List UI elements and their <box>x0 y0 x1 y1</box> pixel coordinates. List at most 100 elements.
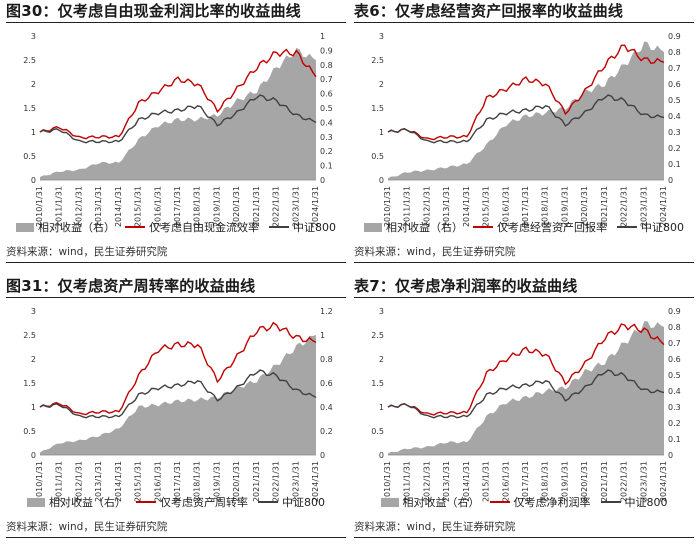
legend-label-index: 中证800 <box>624 496 668 509</box>
legend-index-swatch <box>617 226 637 228</box>
x-axis-tick-label: 2019/1/31 <box>212 461 221 502</box>
line-series-strategy <box>387 323 665 416</box>
line-series-strategy <box>39 48 317 140</box>
x-axis-tick-label: 2014/1/31 <box>114 186 123 227</box>
x-axis-tick-label: 2019/1/31 <box>560 186 569 227</box>
x-axis-tick-label: 2015/1/31 <box>482 461 491 502</box>
right-axis-tick-label: 0.1 <box>668 160 681 169</box>
x-axis-tick-label: 2015/1/31 <box>134 186 143 227</box>
chart-panel-2: 图31：仅考虑资产周转率的收益曲线 0 0.5 1 1.5 2 2.5 3 0 0.2 0.4 0.… <box>6 275 346 540</box>
area-series-relative-return <box>40 335 316 455</box>
legend-item-index: 中证800 <box>258 494 325 510</box>
left-axis-tick-label: 1.5 <box>23 104 36 113</box>
x-axis-tick-label: 2011/1/31 <box>403 186 412 227</box>
x-axis-tick-label: 2024/1/31 <box>311 186 320 227</box>
x-axis-tick-label: 2019/1/31 <box>212 186 221 227</box>
legend-strategy-swatch <box>489 501 510 503</box>
right-axis-tick-label: 0.4 <box>668 112 681 121</box>
x-axis-tick-label: 2019/1/31 <box>560 461 569 502</box>
right-axis-tick-label: 0.7 <box>668 339 681 348</box>
chart-title: 图31：仅考虑资产周转率的收益曲线 <box>6 277 256 295</box>
left-axis-tick-label: 3 <box>31 32 36 41</box>
x-axis-tick-label: 2023/1/31 <box>291 186 300 227</box>
x-axis-tick-label: 2021/1/31 <box>252 186 261 227</box>
right-axis-tick-label: 0.6 <box>668 355 681 364</box>
right-axis-tick-label: 0.6 <box>320 379 333 388</box>
right-axis-tick-label: 0.4 <box>320 118 333 127</box>
source-note: 资料来源：wind，民生证券研究院 <box>354 246 516 258</box>
x-axis-tick-label: 2020/1/31 <box>232 461 241 502</box>
legend-area-swatch <box>364 222 382 232</box>
x-axis-tick-label: 2016/1/31 <box>153 186 162 227</box>
x-axis-tick-label: 2024/1/31 <box>659 186 668 227</box>
line-series-index <box>39 94 317 144</box>
line-series-index <box>387 369 665 419</box>
right-axis-tick-label: 0.8 <box>668 323 681 332</box>
left-axis-tick-label: 1 <box>379 128 384 137</box>
x-axis-tick-label: 2012/1/31 <box>74 186 83 227</box>
left-axis-tick-label: 3 <box>379 32 384 41</box>
title-rule <box>354 297 694 298</box>
right-axis-tick-label: 0.6 <box>320 90 333 99</box>
left-axis-tick-label: 2.5 <box>23 56 36 65</box>
x-axis-tick-label: 2020/1/31 <box>580 461 589 502</box>
legend-area-swatch <box>27 497 45 507</box>
x-axis-tick-label: 2014/1/31 <box>462 186 471 227</box>
left-axis-tick-label: 0.5 <box>371 152 384 161</box>
x-axis-tick-label: 2010/1/31 <box>35 461 44 502</box>
right-axis-tick-label: 0.5 <box>668 96 681 105</box>
right-axis-tick-label: 0.3 <box>320 133 333 142</box>
legend-label-strategy: 仅考虑净利润率 <box>513 496 591 509</box>
legend-area-swatch <box>380 497 399 507</box>
x-axis-tick-label: 2023/1/31 <box>639 461 648 502</box>
source-note: 资料来源：wind，民生证券研究院 <box>354 521 516 533</box>
x-axis-tick-label: 2021/1/31 <box>600 461 609 502</box>
legend-strategy-swatch <box>473 226 493 228</box>
x-axis-tick-label: 2012/1/31 <box>422 186 431 227</box>
legend-item-strategy: 仅考虑自由现金流效率 <box>125 219 259 235</box>
x-axis-tick-label: 2018/1/31 <box>193 461 202 502</box>
x-axis-tick-label: 2017/1/31 <box>173 186 182 227</box>
legend-label-strategy: 仅考虑资产周转率 <box>160 496 248 509</box>
left-axis-tick-label: 2.5 <box>23 331 36 340</box>
x-axis-tick-label: 2011/1/31 <box>55 186 64 227</box>
x-axis-tick-label: 2010/1/31 <box>383 461 392 502</box>
legend-item-strategy: 仅考虑资产周转率 <box>136 494 248 510</box>
right-axis-tick-label: 0.8 <box>320 61 333 70</box>
right-axis-tick-label: 0.1 <box>668 435 681 444</box>
x-axis-tick-label: 2010/1/31 <box>383 186 392 227</box>
area-series-relative-return <box>388 41 664 181</box>
left-axis-tick-label: 3 <box>31 307 36 316</box>
x-axis-tick-label: 2023/1/31 <box>639 186 648 227</box>
legend-label-area: 相对收益（右） <box>38 221 115 234</box>
left-axis-tick-label: 0.5 <box>23 427 36 436</box>
left-axis-tick-label: 1.5 <box>371 379 384 388</box>
source-note: 资料来源：wind，民生证券研究院 <box>6 246 168 258</box>
right-axis-tick-label: 0.2 <box>668 144 681 153</box>
x-axis-tick-label: 2024/1/31 <box>311 461 320 502</box>
left-axis-tick-label: 0 <box>31 176 36 185</box>
legend-item-index: 中证800 <box>600 494 668 510</box>
right-axis-tick-label: 0.9 <box>668 32 681 41</box>
right-axis-tick-label: 0.5 <box>668 371 681 380</box>
x-axis-tick-label: 2020/1/31 <box>232 186 241 227</box>
x-axis-tick-label: 2017/1/31 <box>521 186 530 227</box>
left-axis-tick-label: 1.5 <box>23 379 36 388</box>
legend: 相对收益（右） 仅考虑净利润率 中证800 <box>354 493 694 511</box>
legend-index-swatch <box>600 501 621 503</box>
x-axis-tick-label: 2023/1/31 <box>291 461 300 502</box>
right-axis-tick-label: 0.3 <box>668 128 681 137</box>
line-series-strategy <box>387 44 665 141</box>
chart-title: 图30：仅考虑自由现金利润比率的收益曲线 <box>6 2 301 20</box>
legend-label-strategy: 仅考虑自由现金流效率 <box>149 221 259 234</box>
chart-svg: 0 0.5 1 1.5 2 2.5 3 0 0.2 0.4 0.6 0.8 1 1.2 2010/1/31 2… <box>23 307 333 502</box>
right-axis-tick-label: 0.3 <box>668 403 681 412</box>
left-axis-tick-label: 2.5 <box>371 56 384 65</box>
x-axis-tick-label: 2020/1/31 <box>580 186 589 227</box>
legend-label-area: 相对收益（右） <box>402 496 480 509</box>
left-axis-tick-label: 3 <box>379 307 384 316</box>
legend-index-swatch <box>258 501 278 503</box>
chart-svg: 0 0.5 1 1.5 2 2.5 3 0 0.1 0.2 0.3 0.4 0.5 0.6 0.7 0.8 0.… <box>23 32 333 227</box>
x-axis-tick-label: 2015/1/31 <box>134 461 143 502</box>
x-axis-tick-label: 2021/1/31 <box>252 461 261 502</box>
